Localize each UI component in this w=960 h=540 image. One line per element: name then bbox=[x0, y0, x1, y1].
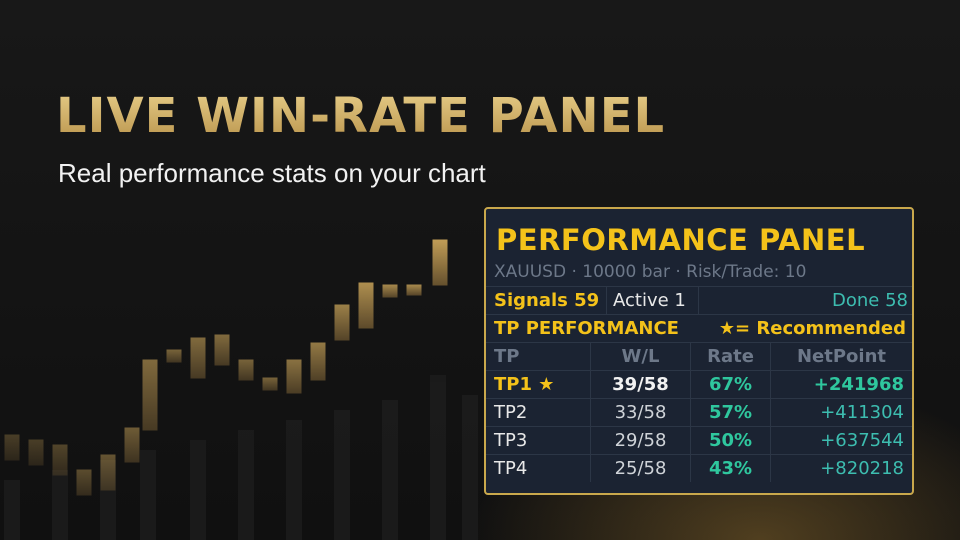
table-cell: TP4 bbox=[494, 458, 528, 479]
table-row: TP3 29/58 50% +637544 bbox=[486, 426, 912, 454]
panel-title: PERFORMANCE PANEL bbox=[496, 223, 866, 257]
table-header: TP W/L Rate NetPoint bbox=[486, 342, 912, 370]
table-cell: 25/58 bbox=[590, 455, 690, 482]
table-cell: TP3 bbox=[494, 430, 528, 451]
table-cell: +637544 bbox=[770, 427, 912, 454]
section-row: TP PERFORMANCE ★= Recommended bbox=[486, 314, 912, 342]
table-cell: 67% bbox=[690, 371, 770, 398]
summary-done: Done 58 bbox=[698, 287, 908, 314]
table-row: TP1 ★ 39/58 67% +241968 bbox=[486, 370, 912, 398]
section-title: TP PERFORMANCE bbox=[494, 318, 679, 339]
hero-subtitle: Real performance stats on your chart bbox=[58, 158, 486, 188]
hero-title: LIVE WIN-RATE PANEL bbox=[56, 88, 666, 144]
table-cell: +411304 bbox=[770, 399, 912, 426]
summary-row: Signals 59 Active 1 Done 58 bbox=[486, 286, 912, 314]
table-cell: +820218 bbox=[770, 455, 912, 482]
summary-signals: Signals 59 bbox=[494, 290, 600, 311]
table-cell: TP1 ★ bbox=[494, 374, 555, 395]
table-row: TP4 25/58 43% +820218 bbox=[486, 454, 912, 482]
table-cell: 57% bbox=[690, 399, 770, 426]
performance-panel: PERFORMANCE PANEL XAUUSD · 10000 bar · R… bbox=[484, 207, 914, 495]
table-cell: 33/58 bbox=[590, 399, 690, 426]
table-cell: +241968 bbox=[770, 371, 912, 398]
candles bbox=[4, 222, 448, 510]
col-header: W/L bbox=[590, 343, 690, 370]
table-cell: 50% bbox=[690, 427, 770, 454]
table-cell: 43% bbox=[690, 455, 770, 482]
col-header: TP bbox=[494, 346, 520, 367]
col-header: NetPoint bbox=[770, 343, 912, 370]
panel-info: XAUUSD · 10000 bar · Risk/Trade: 10 bbox=[494, 262, 807, 282]
table-cell: 39/58 bbox=[590, 371, 690, 398]
table-row: TP2 33/58 57% +411304 bbox=[486, 398, 912, 426]
table-cell: 29/58 bbox=[590, 427, 690, 454]
section-legend: ★= Recommended bbox=[718, 318, 906, 339]
col-header: Rate bbox=[690, 343, 770, 370]
volume-bars bbox=[4, 375, 478, 540]
table-cell: TP2 bbox=[494, 402, 528, 423]
summary-active: Active 1 bbox=[606, 287, 698, 314]
